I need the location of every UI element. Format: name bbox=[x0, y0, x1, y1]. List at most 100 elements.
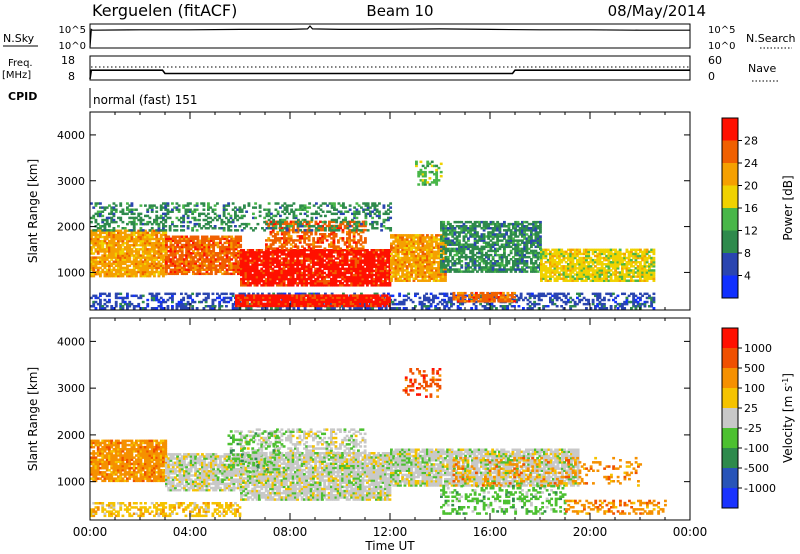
power-cell bbox=[342, 307, 345, 310]
power-cell bbox=[321, 228, 325, 232]
power-cell bbox=[223, 266, 227, 269]
power-cell bbox=[531, 292, 534, 296]
power-cell bbox=[294, 230, 298, 234]
power-cell bbox=[372, 284, 376, 287]
power-cell bbox=[384, 280, 387, 283]
power-cell bbox=[334, 233, 338, 236]
power-cell bbox=[473, 239, 477, 242]
power-cell bbox=[375, 273, 378, 277]
power-cell bbox=[110, 262, 114, 266]
power-cell bbox=[417, 246, 420, 249]
power-cell bbox=[237, 302, 241, 306]
power-cell bbox=[480, 237, 484, 240]
power-cell bbox=[354, 249, 358, 252]
power-cell bbox=[394, 252, 398, 256]
power-cell bbox=[372, 304, 376, 308]
power-cell bbox=[318, 284, 322, 287]
power-cell bbox=[299, 292, 303, 296]
power-cell bbox=[230, 243, 234, 247]
power-cell bbox=[198, 292, 201, 296]
power-cell bbox=[343, 226, 347, 230]
power-cell bbox=[403, 234, 407, 237]
power-cell bbox=[410, 242, 414, 245]
power-cell bbox=[414, 246, 418, 249]
power-cell bbox=[399, 261, 402, 264]
power-cell bbox=[273, 273, 277, 277]
power-cell bbox=[258, 249, 261, 252]
power-cell bbox=[345, 298, 349, 301]
power-cell bbox=[96, 262, 100, 266]
power-cell bbox=[467, 227, 470, 230]
power-cell bbox=[358, 300, 362, 304]
power-cell bbox=[101, 248, 105, 251]
power-cell bbox=[269, 230, 273, 234]
power-cell bbox=[242, 280, 246, 283]
power-cell bbox=[244, 251, 248, 254]
power-cell bbox=[267, 247, 271, 250]
power-cell bbox=[485, 241, 488, 244]
power-cell bbox=[381, 255, 385, 258]
power-cell bbox=[259, 300, 263, 304]
power-cell bbox=[405, 238, 409, 241]
power-cell bbox=[304, 304, 308, 308]
power-cell bbox=[92, 264, 96, 268]
power-cell bbox=[363, 259, 367, 262]
power-cell bbox=[246, 263, 250, 266]
power-cell bbox=[451, 233, 455, 236]
power-cell bbox=[394, 273, 398, 276]
power-cell bbox=[298, 239, 302, 242]
power-cell bbox=[203, 268, 207, 271]
power-cell bbox=[363, 298, 367, 301]
power-cell bbox=[462, 249, 466, 253]
power-cell bbox=[269, 277, 273, 281]
power-cell bbox=[294, 253, 297, 256]
power-cell bbox=[176, 239, 180, 243]
power-cell bbox=[117, 256, 120, 259]
power-cell bbox=[467, 239, 470, 242]
power-cell bbox=[162, 250, 165, 253]
power-cell bbox=[150, 241, 154, 245]
power-cell bbox=[237, 300, 241, 304]
power-cell bbox=[531, 307, 534, 310]
power-cell bbox=[253, 298, 256, 301]
power-cell bbox=[504, 307, 507, 310]
power-cell bbox=[361, 259, 365, 262]
power-cell bbox=[354, 277, 358, 281]
power-cell bbox=[332, 245, 336, 248]
power-cell bbox=[440, 264, 443, 267]
power-cell bbox=[294, 245, 298, 248]
power-cell bbox=[386, 269, 390, 273]
power-cell bbox=[204, 292, 208, 296]
power-cell bbox=[305, 273, 309, 277]
power-cell bbox=[573, 305, 577, 308]
power-cell bbox=[303, 284, 306, 287]
power-cell bbox=[437, 279, 441, 282]
power-cell bbox=[596, 294, 600, 298]
power-cell bbox=[287, 253, 291, 256]
power-cell bbox=[444, 270, 448, 273]
power-cell bbox=[216, 268, 220, 271]
power-cell bbox=[155, 270, 159, 274]
power-cell bbox=[189, 239, 193, 243]
power-cell bbox=[370, 263, 374, 266]
power-cell bbox=[187, 262, 191, 265]
power-cell bbox=[353, 307, 357, 310]
power-cell bbox=[401, 252, 405, 256]
power-cell bbox=[339, 226, 343, 230]
power-cell bbox=[225, 256, 229, 259]
power-cell bbox=[256, 292, 260, 296]
power-cell bbox=[194, 235, 198, 238]
power-cell bbox=[108, 266, 111, 270]
power-cell bbox=[92, 300, 96, 304]
power-cell bbox=[248, 298, 252, 301]
power-cell bbox=[117, 233, 120, 237]
power-cell bbox=[476, 255, 479, 259]
power-cell bbox=[180, 235, 184, 238]
power-cell bbox=[287, 230, 291, 234]
power-cell bbox=[403, 254, 407, 258]
power-cell bbox=[216, 258, 220, 261]
power-cell bbox=[350, 280, 354, 283]
power-cell bbox=[374, 298, 378, 301]
power-cell bbox=[376, 304, 380, 308]
power-cell bbox=[467, 268, 470, 271]
